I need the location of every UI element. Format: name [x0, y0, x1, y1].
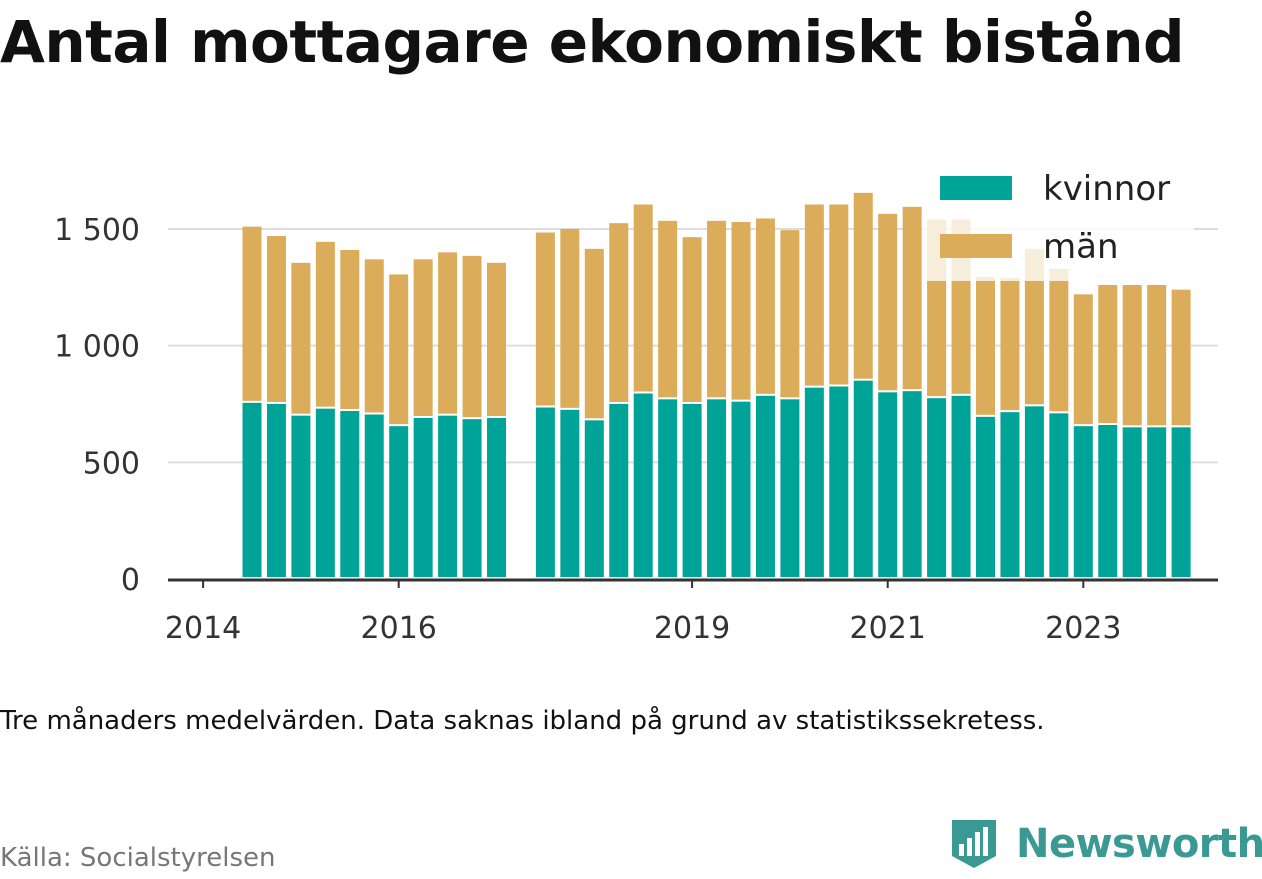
bar-man	[242, 226, 262, 401]
bar-man	[291, 262, 311, 414]
bar-man	[707, 220, 727, 398]
bar-kvinnor	[1147, 427, 1167, 577]
bar-man	[560, 229, 580, 408]
bars	[242, 192, 1191, 577]
bar-man	[1122, 285, 1142, 426]
bar-man	[1049, 268, 1069, 412]
bar-man	[780, 230, 800, 398]
bar-man	[633, 204, 653, 392]
chart-note: Tre månaders medelvärden. Data saknas ib…	[0, 706, 1045, 736]
x-tick-label: 2016	[361, 611, 437, 646]
bar-man	[584, 248, 604, 419]
bar-kvinnor	[658, 399, 678, 577]
bar-kvinnor	[1171, 427, 1191, 577]
legend-label: män	[1043, 227, 1119, 267]
bar-man	[609, 223, 629, 402]
bar-man	[1171, 289, 1191, 426]
bar-man	[1000, 278, 1020, 411]
bar-kvinnor	[804, 387, 824, 577]
bar-kvinnor	[1122, 427, 1142, 577]
bar-kvinnor	[951, 395, 971, 577]
y-tick-label: 0	[121, 563, 140, 598]
bar-man	[1098, 285, 1118, 423]
bar-man	[462, 255, 482, 418]
bar-kvinnor	[584, 420, 604, 577]
legend-label: kvinnor	[1043, 169, 1170, 209]
bar-kvinnor	[878, 392, 898, 577]
bar-man	[389, 274, 409, 425]
newsworthy-logo-icon	[952, 820, 996, 868]
bar-kvinnor	[340, 411, 360, 577]
y-tick-label: 500	[83, 446, 140, 481]
source-credit: Källa: Socialstyrelsen	[0, 843, 276, 873]
bar-man	[315, 241, 335, 407]
bar-kvinnor	[364, 414, 384, 577]
bar-kvinnor	[853, 380, 873, 577]
x-tick-label: 2021	[850, 611, 926, 646]
brand-name: Newsworthy	[1016, 821, 1262, 867]
x-tick-label: 2014	[165, 611, 241, 646]
chart-title: Antal mottagare ekonomiskt bistånd	[0, 8, 1185, 76]
x-axis: 2014 2016 2019 2021 2023	[165, 578, 1218, 646]
legend: kvinnor män	[922, 163, 1194, 281]
bar-man	[976, 276, 995, 415]
bar-man	[1024, 248, 1044, 405]
bar-kvinnor	[707, 399, 727, 577]
bar-kvinnor	[731, 401, 751, 577]
bar-man	[487, 262, 506, 416]
y-tick-label: 1 000	[54, 330, 140, 365]
bar-kvinnor	[487, 418, 506, 577]
bar-kvinnor	[976, 416, 995, 577]
legend-swatch	[940, 234, 1012, 258]
bar-kvinnor	[902, 391, 922, 577]
bar-man	[438, 252, 458, 414]
bar-man	[1147, 285, 1167, 426]
bar-kvinnor	[682, 404, 702, 577]
bar-man	[340, 250, 360, 409]
bar-kvinnor	[1098, 425, 1118, 577]
bar-kvinnor	[266, 404, 286, 577]
bar-man	[535, 232, 555, 406]
bar-kvinnor	[633, 393, 653, 577]
x-tick-label: 2019	[654, 611, 730, 646]
x-tick-label: 2023	[1045, 611, 1121, 646]
bar-kvinnor	[462, 419, 482, 577]
bar-man	[1073, 294, 1093, 425]
bar-kvinnor	[389, 426, 409, 577]
bar-kvinnor	[1024, 406, 1044, 577]
bar-kvinnor	[755, 395, 775, 577]
bar-man	[804, 204, 824, 386]
bar-kvinnor	[315, 408, 335, 577]
bar-man	[902, 206, 922, 390]
bar-man	[853, 192, 873, 379]
bar-kvinnor	[927, 398, 947, 577]
bar-chart: 2014 2016 2019 2021 2023 0 500 1 000 1 500 kvin…	[54, 163, 1218, 646]
bar-kvinnor	[1073, 426, 1093, 577]
bar-kvinnor	[413, 418, 433, 577]
bar-man	[364, 259, 384, 413]
bar-man	[829, 204, 849, 385]
brand-logo[interactable]: Newsworthy	[950, 818, 1262, 870]
bar-kvinnor	[1049, 413, 1069, 577]
bar-kvinnor	[1000, 412, 1020, 577]
legend-swatch	[940, 176, 1012, 200]
bar-kvinnor	[438, 415, 458, 577]
bar-man	[878, 213, 898, 391]
bar-man	[731, 222, 751, 400]
bar-man	[413, 259, 433, 416]
bar-man	[658, 220, 678, 398]
bar-man	[266, 236, 286, 402]
bar-kvinnor	[291, 415, 311, 577]
bar-kvinnor	[829, 386, 849, 577]
bar-man	[755, 218, 775, 394]
bar-man	[682, 237, 702, 402]
bar-kvinnor	[242, 402, 262, 577]
bar-kvinnor	[780, 399, 800, 577]
y-axis: 0 500 1 000 1 500	[54, 213, 140, 598]
bar-kvinnor	[535, 407, 555, 577]
bar-kvinnor	[560, 409, 580, 577]
y-tick-label: 1 500	[54, 213, 140, 248]
bar-kvinnor	[609, 404, 629, 577]
